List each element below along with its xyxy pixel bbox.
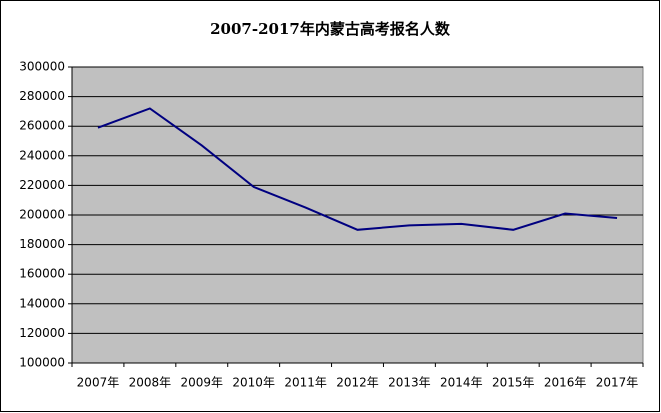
x-tick-label: 2014年	[440, 376, 483, 390]
y-tick-label: 180000	[19, 237, 65, 251]
x-tick-label: 2017年	[596, 376, 639, 390]
x-tick-label: 2016年	[544, 376, 587, 390]
x-tick-label: 2008年	[129, 376, 172, 390]
x-tick-label: 2015年	[492, 376, 535, 390]
x-tick-label: 2011年	[284, 376, 327, 390]
y-tick-label: 140000	[19, 296, 65, 310]
y-tick-label: 100000	[19, 356, 65, 370]
y-tick-label: 160000	[19, 267, 65, 281]
y-tick-label: 220000	[19, 178, 65, 192]
x-tick-label: 2012年	[336, 376, 379, 390]
data-line	[97, 107, 618, 231]
y-tick-label: 300000	[19, 60, 65, 74]
x-tick-label: 2013年	[388, 376, 431, 390]
x-tick-label: 2009年	[180, 376, 223, 390]
chart-title: 2007-2017年内蒙古高考报名人数	[210, 20, 451, 38]
y-tick-label: 240000	[19, 148, 65, 162]
y-tick-label: 200000	[19, 208, 65, 222]
y-tick-label: 120000	[19, 326, 65, 340]
x-tick-label: 2010年	[232, 376, 275, 390]
y-tick-label: 280000	[19, 89, 65, 103]
x-tick-label: 2007年	[77, 376, 120, 390]
y-tick-label: 260000	[19, 119, 65, 133]
